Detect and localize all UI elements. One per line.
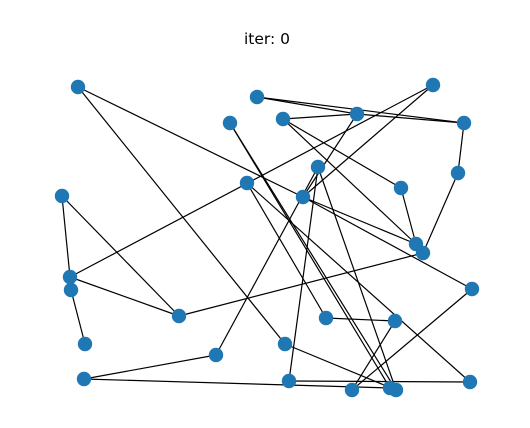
graph-node bbox=[387, 313, 403, 329]
graph-edge bbox=[302, 84, 434, 198]
graph-node bbox=[54, 188, 70, 204]
graph-edge bbox=[356, 113, 465, 124]
graph-edge bbox=[400, 187, 417, 245]
graph-edge bbox=[317, 166, 397, 391]
graph-node bbox=[208, 347, 224, 363]
graph-node bbox=[70, 79, 86, 95]
graph-edge bbox=[70, 289, 86, 345]
graph-edge bbox=[83, 378, 391, 389]
graph-edge bbox=[351, 320, 396, 391]
graph-edge bbox=[422, 172, 459, 254]
graph-node bbox=[450, 165, 466, 181]
graph-node bbox=[222, 115, 238, 131]
graph-edge bbox=[61, 195, 180, 317]
graph-node bbox=[388, 382, 404, 398]
graph-node bbox=[239, 175, 255, 191]
graph-edge bbox=[457, 122, 465, 174]
graph-node bbox=[275, 111, 291, 127]
graph-edge bbox=[302, 196, 473, 290]
graph-node bbox=[464, 281, 480, 297]
graph-edge bbox=[77, 86, 286, 345]
graph-edge bbox=[229, 122, 391, 389]
graph-node bbox=[62, 269, 78, 285]
graph-edge bbox=[83, 354, 217, 380]
graph-edge bbox=[246, 182, 327, 319]
nodes-layer bbox=[54, 77, 480, 398]
graph-edge bbox=[282, 113, 358, 120]
graph-edge bbox=[325, 317, 396, 322]
graph-edge bbox=[284, 343, 397, 391]
graph-edge bbox=[69, 276, 180, 317]
graph-edge bbox=[282, 118, 417, 245]
graph-node bbox=[456, 115, 472, 131]
graph-node bbox=[277, 336, 293, 352]
graph-node bbox=[295, 189, 311, 205]
graph-node bbox=[281, 373, 297, 389]
graph-node bbox=[425, 77, 441, 93]
graph-edge bbox=[246, 182, 471, 383]
graph-node bbox=[63, 282, 79, 298]
graph-edge bbox=[302, 196, 417, 245]
graph-edge bbox=[302, 113, 358, 198]
graph-edge bbox=[288, 380, 471, 383]
graph-node bbox=[415, 245, 431, 261]
graph-node bbox=[171, 308, 187, 324]
graph-edge bbox=[351, 288, 473, 391]
graph-edge bbox=[77, 86, 304, 198]
graph-node bbox=[344, 382, 360, 398]
graph-edge bbox=[256, 96, 358, 115]
graph-node bbox=[76, 371, 92, 387]
graph-node bbox=[462, 374, 478, 390]
graph-node bbox=[349, 106, 365, 122]
graph-edge bbox=[282, 118, 402, 189]
figure-title: iter: 0 bbox=[244, 30, 290, 48]
graph-node bbox=[318, 310, 334, 326]
graph-node bbox=[310, 159, 326, 175]
graph-node bbox=[393, 180, 409, 196]
graph-node bbox=[77, 336, 93, 352]
graph-edge bbox=[178, 252, 424, 317]
edges-layer bbox=[61, 84, 473, 391]
graph-node bbox=[249, 89, 265, 105]
graph-edge bbox=[61, 195, 71, 278]
graph-edge bbox=[229, 122, 397, 391]
